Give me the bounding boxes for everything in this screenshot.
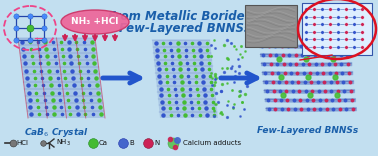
Polygon shape: [160, 112, 218, 118]
FancyBboxPatch shape: [245, 5, 297, 47]
Polygon shape: [154, 59, 213, 66]
Polygon shape: [155, 66, 213, 73]
Polygon shape: [156, 85, 215, 92]
Polygon shape: [23, 82, 101, 89]
Polygon shape: [159, 105, 217, 112]
Polygon shape: [24, 89, 102, 96]
Text: NH₃ +HCl: NH₃ +HCl: [71, 17, 119, 27]
Polygon shape: [26, 103, 104, 111]
Polygon shape: [158, 98, 217, 105]
Text: Few-Layered BNNSs: Few-Layered BNNSs: [257, 126, 359, 135]
Polygon shape: [153, 46, 211, 53]
Text: Few-Layered BNNSs: Few-Layered BNNSs: [119, 22, 251, 35]
Polygon shape: [155, 73, 214, 79]
Polygon shape: [156, 79, 215, 85]
Polygon shape: [19, 45, 97, 53]
Text: HCl: HCl: [16, 140, 28, 146]
Polygon shape: [25, 96, 103, 103]
Polygon shape: [20, 53, 98, 60]
Polygon shape: [22, 67, 99, 74]
Polygon shape: [23, 74, 101, 82]
Text: N: N: [154, 140, 159, 146]
Polygon shape: [18, 38, 96, 45]
Text: Calcium adducts: Calcium adducts: [183, 140, 241, 146]
Polygon shape: [153, 53, 212, 59]
Text: CaB$_6$ Crystal: CaB$_6$ Crystal: [23, 126, 88, 139]
FancyBboxPatch shape: [302, 3, 372, 55]
Polygon shape: [152, 40, 211, 46]
Ellipse shape: [61, 10, 129, 34]
Polygon shape: [27, 111, 105, 118]
Text: B: B: [129, 140, 134, 146]
Text: NH$_3$: NH$_3$: [56, 138, 71, 148]
Polygon shape: [21, 60, 99, 67]
Polygon shape: [157, 92, 216, 98]
Text: Ca: Ca: [99, 140, 108, 146]
Text: From Metallic Boride to: From Metallic Boride to: [108, 10, 262, 23]
